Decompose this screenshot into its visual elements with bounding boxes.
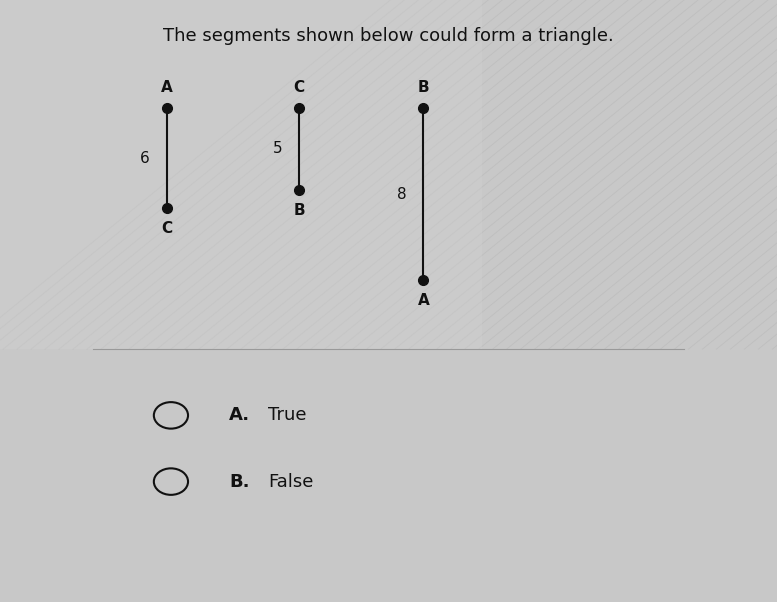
Text: 5: 5	[273, 141, 282, 157]
Text: False: False	[268, 473, 313, 491]
Text: B: B	[294, 203, 305, 218]
Text: The segments shown below could form a triangle.: The segments shown below could form a tr…	[163, 27, 614, 45]
Text: B.: B.	[229, 473, 249, 491]
Text: B: B	[418, 80, 429, 95]
Text: C: C	[294, 80, 305, 95]
Text: A: A	[417, 293, 430, 308]
Text: A.: A.	[229, 406, 250, 424]
Text: A: A	[161, 80, 173, 95]
Bar	[0, 0, 482, 349]
Text: 6: 6	[140, 150, 150, 166]
Text: 8: 8	[397, 187, 406, 202]
Text: C: C	[162, 221, 172, 236]
Text: True: True	[268, 406, 307, 424]
